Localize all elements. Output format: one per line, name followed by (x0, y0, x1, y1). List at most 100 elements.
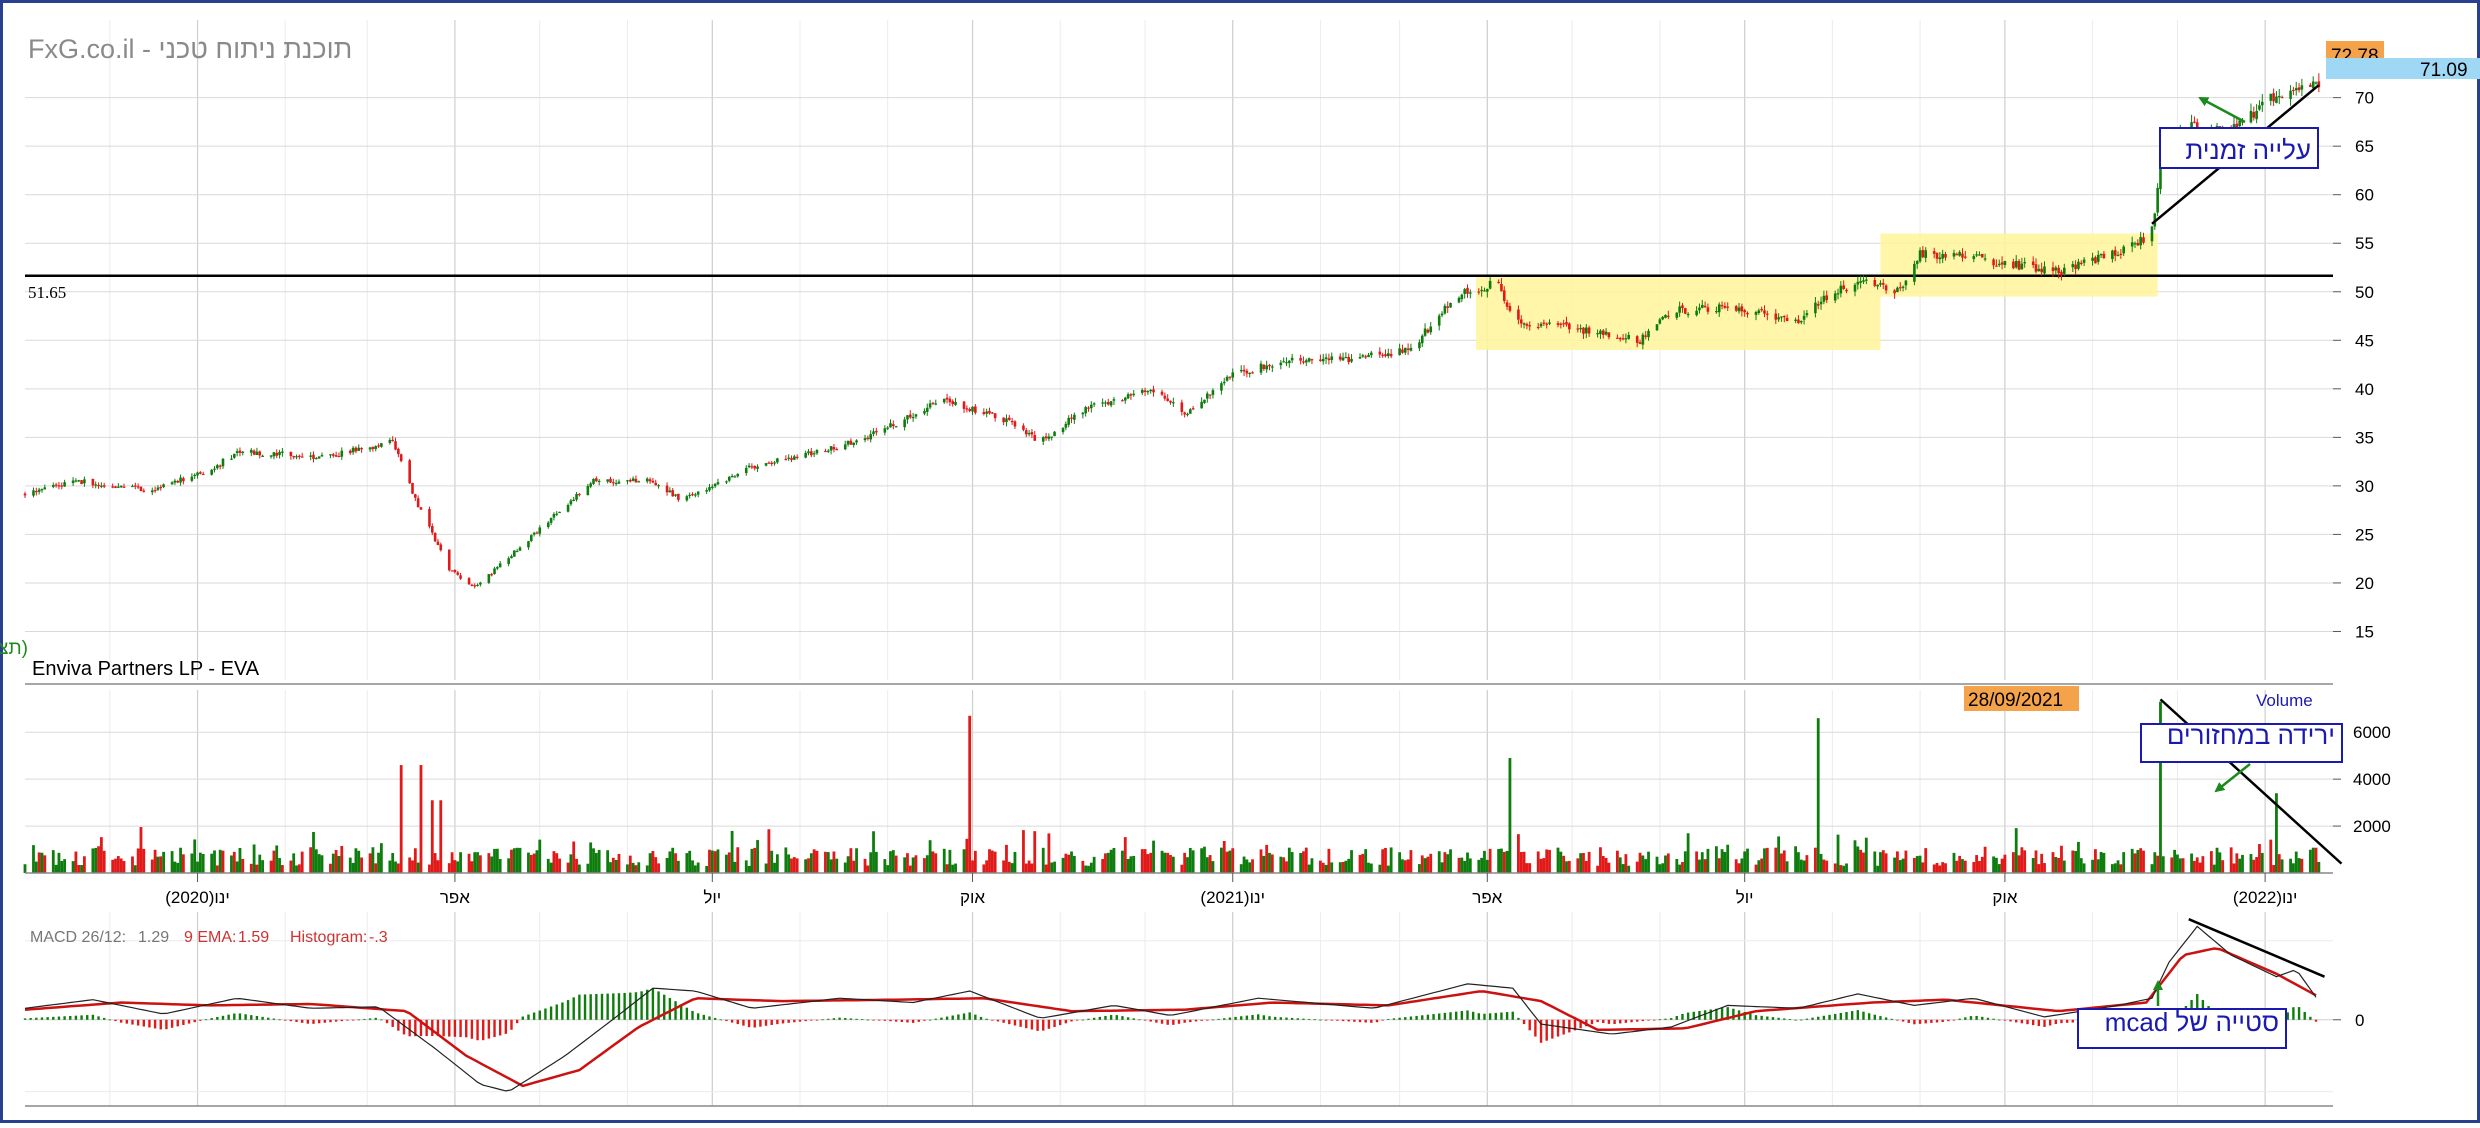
histogram-bar (1002, 1019, 1005, 1023)
candle-body (2119, 253, 2123, 256)
volume-bar (498, 858, 502, 873)
candle-body (439, 544, 443, 551)
volume-bar (142, 848, 146, 873)
histogram-bar (623, 992, 626, 1020)
histogram-bar (425, 1019, 428, 1037)
candle-body (518, 547, 522, 551)
macd-panel[interactable]: 0 MACD 26/12: 1.29 9 EMA: 1.59 Histogram… (23, 912, 2365, 1107)
volume-bar (1367, 862, 1370, 873)
volume-bar (908, 865, 912, 873)
candle-body (843, 444, 847, 450)
volume-bar (1401, 859, 1404, 873)
candle-body (1463, 289, 1466, 294)
candle-body (855, 440, 858, 443)
candle-body (122, 486, 126, 488)
volume-bar (1980, 856, 1984, 873)
candle-body (238, 450, 242, 453)
candle-body (1528, 325, 1532, 327)
histogram-bar (1353, 1019, 1356, 1022)
volume-bar (357, 850, 361, 873)
volume-bar (198, 852, 202, 873)
candle-body (210, 469, 213, 475)
volume-bar (812, 849, 816, 873)
volume-bar (255, 864, 259, 873)
histogram-bar (1251, 1014, 1254, 1020)
candle-body (102, 485, 106, 487)
volume-bar (1449, 849, 1452, 873)
volume-bar (1477, 859, 1481, 873)
histogram-bar (1387, 1018, 1390, 1020)
volume-bar (2000, 858, 2004, 873)
volume-bar (1205, 857, 1209, 873)
volume-bar (575, 858, 578, 873)
candle-body (804, 452, 807, 458)
volume-bar (2229, 847, 2233, 873)
macd-trendline[interactable] (2188, 918, 2326, 978)
candle-body (846, 440, 850, 445)
histogram-bar (176, 1019, 179, 1027)
volume-bar (213, 850, 216, 873)
volume-bar (2156, 855, 2160, 873)
volume-bar (2212, 864, 2216, 873)
time-tick-label: יול (1736, 888, 1754, 907)
candle-body (2249, 110, 2253, 123)
histogram-bar (945, 1016, 949, 1020)
volume-bar (535, 850, 539, 873)
histogram-bar (453, 1019, 457, 1037)
volume-bar (1862, 852, 1865, 873)
candle-body (1205, 393, 1209, 399)
candle-body (1853, 284, 1857, 292)
candle-body (1816, 304, 1820, 306)
volume-bar (63, 859, 66, 873)
candle-body (2252, 112, 2256, 118)
candle-body (309, 455, 312, 457)
histogram-bar (1551, 1019, 1554, 1039)
volume-bar (1330, 862, 1334, 873)
note-macd-divergence[interactable]: סטייה של mcad (2077, 980, 2287, 1049)
histogram-bar (255, 1015, 259, 1020)
candle-body (1285, 362, 1288, 364)
candle-body (1635, 336, 1639, 343)
candle-body (2294, 88, 2298, 91)
histogram-bar (742, 1019, 745, 1026)
candle-body (2277, 96, 2281, 98)
histogram-bar (1636, 1019, 1639, 1022)
volume-bar (2269, 839, 2273, 873)
volume-bar (99, 837, 103, 873)
candle-body (1282, 361, 1285, 363)
candle-body (911, 416, 915, 419)
volume-bar (1876, 865, 1880, 873)
histogram-bar (827, 1018, 830, 1020)
histogram-bar (1856, 1010, 1860, 1020)
volume-bar (1497, 849, 1501, 873)
candle-body (2156, 187, 2159, 213)
histogram-bar (646, 989, 649, 1020)
price-tick-label: 30 (2355, 477, 2374, 496)
candle-body (1073, 414, 1076, 420)
histogram-bar (810, 1019, 813, 1021)
volume-bar (1053, 861, 1056, 873)
candle-body (374, 446, 378, 449)
candle-body (1525, 323, 1529, 326)
histogram-bar (906, 1019, 909, 1023)
volume-bar (1904, 850, 1908, 873)
volume-bar (883, 859, 887, 873)
candle-body (2159, 157, 2162, 190)
candle-body (527, 541, 530, 548)
volume-bar (1109, 849, 1113, 873)
histogram-bar (957, 1014, 960, 1020)
candle-body (965, 408, 969, 410)
volume-bar (2297, 858, 2301, 873)
histogram-bar (2054, 1019, 2058, 1025)
note-volume-decline[interactable]: ירידה במחזורים (2140, 720, 2343, 793)
volume-bar (1228, 850, 1232, 873)
candle-body (278, 451, 281, 456)
candle-body (1700, 304, 1704, 308)
histogram-bar (1064, 1019, 1068, 1024)
note-temporary-rise[interactable]: עלייה זמנית (2159, 96, 2319, 169)
candle-body (1222, 381, 1226, 384)
